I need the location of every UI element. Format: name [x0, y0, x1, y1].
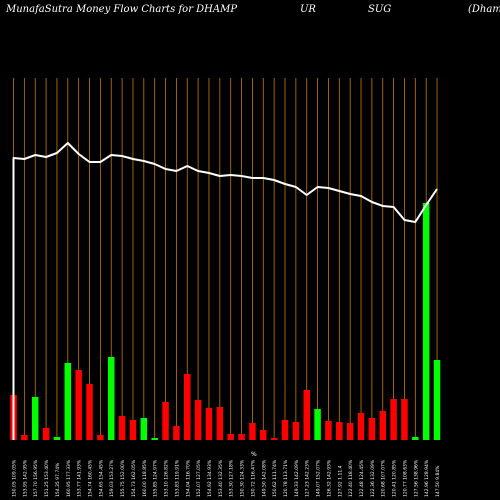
- volume-bar: [292, 422, 300, 440]
- x-tick-label: 153.83 119.91%: [174, 459, 180, 497]
- x-tick-label: 149.07 152.07%: [316, 459, 322, 497]
- price-line: [12, 142, 438, 440]
- chart-title-mid2: SUG: [368, 4, 392, 15]
- x-tick-label: 127.23 142.23%: [305, 459, 311, 497]
- x-tick-label: 120.41 120.85%: [392, 459, 398, 497]
- chart-title-right: (Dhampu: [468, 4, 500, 15]
- x-tick-label: 150.05 109.05%: [12, 459, 18, 497]
- volume-bar: [314, 409, 321, 440]
- volume-bar: [42, 428, 50, 440]
- volume-bar: [75, 370, 82, 440]
- x-tick-label: 154.04 116.70%: [185, 459, 191, 497]
- x-tick-label: 127.92 1.11.4: [337, 465, 343, 497]
- volume-bar: [249, 423, 256, 440]
- volume-bar: [422, 203, 430, 440]
- x-tick-label: 149.50 142.08%: [261, 459, 267, 497]
- chart-title-mid1: UR: [300, 4, 316, 15]
- chart-title-left: MunafaSutra Money Flow Charts for DHAMP: [6, 4, 238, 15]
- volume-bar: [412, 437, 419, 440]
- x-tick-label: 153.10 126.82%: [164, 459, 170, 497]
- volume-bars: [10, 203, 441, 440]
- volume-bar: [194, 400, 202, 440]
- x-tick-label: 122.48 124.45%: [359, 459, 365, 497]
- x-tick-label: 150.30 124.33%: [240, 459, 246, 497]
- volume-bar: [390, 399, 397, 440]
- x-tick-label: 126.32 142.93%: [326, 459, 332, 497]
- volume-bar: [205, 408, 213, 440]
- volume-bar: [379, 411, 386, 440]
- x-tick-labels: 150.05 109.05% 153.95 142.95% 157.70 156.9…: [12, 459, 442, 497]
- x-tick-label: 154.35 97.74%: [55, 462, 61, 497]
- volume-bar: [107, 357, 115, 440]
- x-tick-label: 153.40 132.35%: [218, 459, 224, 497]
- volume-bar: [97, 435, 104, 440]
- volume-bar: [227, 434, 234, 440]
- x-tick-label: 153.95 142.95%: [22, 459, 28, 497]
- x-tick-label: 122.40 118.40%: [348, 459, 354, 497]
- volume-bar: [238, 434, 245, 440]
- volume-bar: [433, 360, 441, 440]
- volume-bar: [325, 421, 332, 440]
- x-tick-label: 150.62 111.74%: [272, 459, 278, 497]
- x-tick-label: 142.96 128.94%: [424, 459, 430, 497]
- x-tick-label: 120.77 108.63%: [402, 459, 408, 497]
- volume-bar: [31, 397, 39, 440]
- volume-bar: [357, 413, 365, 440]
- x-tick-label: 160.95 177.33%: [66, 459, 72, 497]
- volume-bar: [162, 402, 169, 440]
- x-tick-label: 154.92 134.93%: [207, 459, 213, 497]
- volume-bar: [184, 374, 191, 440]
- x-tick-label: 155.85 124.97%: [153, 459, 159, 497]
- volume-bar: [260, 430, 267, 440]
- volume-bar: [401, 399, 408, 440]
- x-tick-label: 152.07 127.05%: [196, 459, 202, 497]
- x-tick-label: 150.72 116.47%: [250, 459, 256, 497]
- price-line-group: [12, 142, 438, 440]
- x-tick-label: 127.56 138.96%: [413, 459, 419, 497]
- x-tick-label: 120.68 107.07%: [381, 459, 387, 497]
- volume-bar: [270, 438, 278, 440]
- x-tick-label: 157.70 156.95%: [33, 459, 39, 497]
- x-tick-label: 149.33 142.09%: [294, 459, 300, 497]
- x-tick-label: 154.65 154.45%: [98, 459, 104, 497]
- x-tick-label: 154.74 160.45%: [88, 459, 94, 497]
- x-tick-label: 154.73 162.05%: [131, 459, 137, 497]
- volume-bar: [346, 423, 354, 440]
- x-tick-label: 147.50 9.84%: [435, 465, 441, 497]
- x-tick-label: 160.00 118.85%: [142, 459, 148, 497]
- x-tick-label: 159.03 153.27%: [109, 459, 115, 497]
- x-tick-label: 153.77 141.93%: [77, 459, 83, 497]
- volume-bar: [53, 437, 61, 440]
- volume-bar: [173, 426, 180, 440]
- x-axis-marker: %: [251, 451, 257, 458]
- x-tick-label: 153.30 127.18%: [229, 459, 235, 497]
- x-tick-label: 151.25 153.40%: [44, 459, 50, 497]
- x-tick-label: 155.75 152.00%: [120, 459, 126, 497]
- volume-bar: [129, 420, 137, 440]
- volume-bar: [281, 420, 289, 440]
- volume-bar: [336, 422, 343, 440]
- volume-bar: [303, 390, 310, 440]
- x-tick-label: 120.78 113.71%: [283, 459, 289, 497]
- volume-bar: [118, 416, 126, 440]
- volume-bar: [21, 435, 28, 440]
- x-tick-label: 122.36 132.09%: [370, 459, 376, 497]
- volume-bar: [216, 407, 224, 440]
- volume-bar: [140, 418, 148, 440]
- volume-bar: [86, 384, 93, 440]
- volume-bar: [64, 363, 72, 440]
- volume-bar: [151, 438, 158, 440]
- volume-bar: [368, 418, 376, 440]
